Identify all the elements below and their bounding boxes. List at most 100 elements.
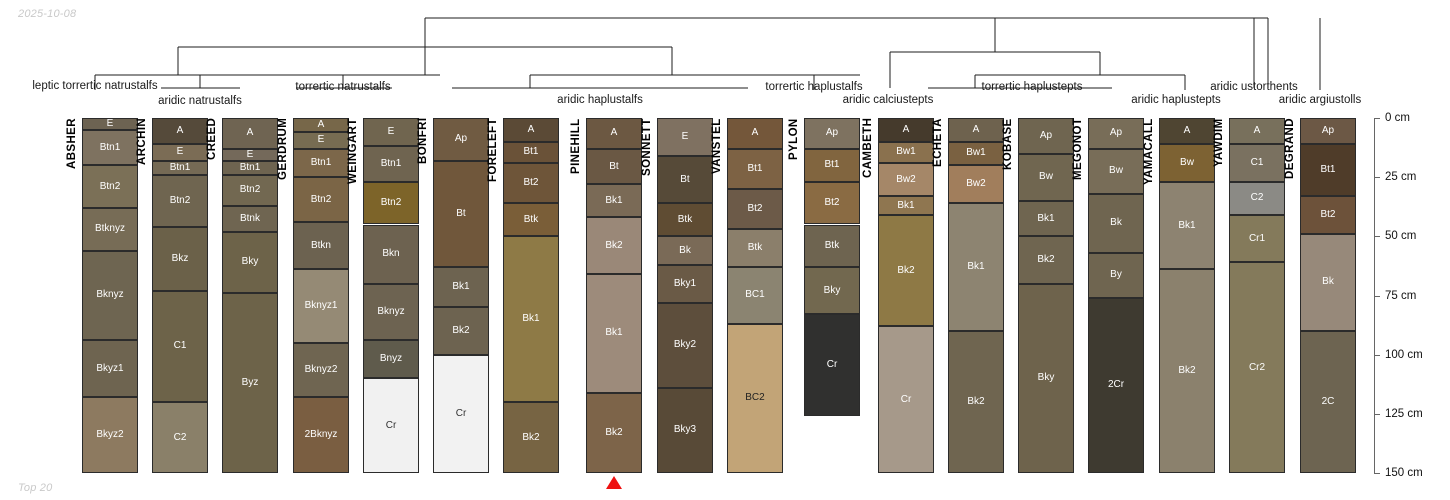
horizon-block[interactable]: Btn2	[293, 177, 349, 223]
horizon-block[interactable]: Btn1	[363, 146, 419, 182]
horizon-block[interactable]: Btk	[804, 224, 860, 268]
horizon-block[interactable]: Bt	[657, 155, 713, 204]
horizon-block[interactable]: Cr2	[1229, 262, 1285, 473]
horizon-block[interactable]: Bw1	[878, 141, 934, 163]
horizon-block[interactable]: Bk1	[1018, 200, 1074, 237]
horizon-block[interactable]: Bt1	[804, 148, 860, 182]
horizon-block[interactable]: Bknyz1	[293, 269, 349, 343]
horizon-block[interactable]: Bk2	[948, 331, 1004, 473]
horizon-block[interactable]: Bk	[1300, 233, 1356, 331]
horizon-block[interactable]: Bk2	[586, 392, 642, 473]
horizon-block[interactable]: Bk1	[1159, 181, 1215, 270]
horizon-block[interactable]: Btk	[657, 203, 713, 237]
horizon-block[interactable]: Bkyz1	[82, 340, 138, 398]
horizon-block[interactable]: By	[1088, 252, 1144, 298]
horizon-block[interactable]: 2C	[1300, 331, 1356, 473]
horizon-block[interactable]: Bk2	[433, 307, 489, 355]
horizon-block[interactable]: Btk	[503, 203, 559, 237]
horizon-block[interactable]: A	[1229, 118, 1285, 145]
horizon-block[interactable]: Bk1	[586, 184, 642, 218]
horizon-block[interactable]: C2	[1229, 181, 1285, 216]
horizon-block[interactable]: Cr	[878, 326, 934, 473]
horizon-block[interactable]: Bt1	[1300, 144, 1356, 197]
horizon-block[interactable]: Btn1	[152, 160, 208, 175]
horizon-block[interactable]: A	[293, 118, 349, 133]
horizon-block[interactable]: BC1	[727, 267, 783, 324]
horizon-block[interactable]: Bt2	[804, 181, 860, 225]
horizon-block[interactable]: Bnyz	[363, 340, 419, 379]
horizon-block[interactable]: C2	[152, 402, 208, 473]
horizon-block[interactable]: Btn1	[293, 148, 349, 178]
horizon-block[interactable]: Btn1	[82, 129, 138, 166]
horizon-block[interactable]: Bk	[1088, 193, 1144, 253]
horizon-block[interactable]: Bt2	[503, 162, 559, 204]
horizon-block[interactable]: Ap	[433, 118, 489, 161]
horizon-block[interactable]: Bk2	[878, 215, 934, 327]
horizon-block[interactable]: Bk1	[878, 196, 934, 216]
horizon-block[interactable]: Bky2	[657, 302, 713, 388]
horizon-block[interactable]: Btn2	[82, 165, 138, 208]
horizon-block[interactable]: Bknyz	[82, 250, 138, 341]
horizon-block[interactable]: Bt2	[727, 189, 783, 230]
horizon-block[interactable]: A	[152, 118, 208, 145]
horizon-block[interactable]: Bky	[1018, 283, 1074, 473]
horizon-block[interactable]: Bw	[1159, 144, 1215, 182]
horizon-block[interactable]: Bky	[222, 231, 278, 294]
horizon-block[interactable]: Bw	[1088, 148, 1144, 194]
horizon-block[interactable]: Btn2	[222, 174, 278, 206]
horizon-block[interactable]: BC2	[727, 323, 783, 473]
horizon-block[interactable]: Bt1	[727, 148, 783, 189]
horizon-block[interactable]: E	[222, 148, 278, 161]
horizon-block[interactable]: Bky3	[657, 387, 713, 473]
horizon-block[interactable]: Bkyz2	[82, 397, 138, 473]
horizon-block[interactable]: 2Cr	[1088, 297, 1144, 473]
horizon-block[interactable]: A	[222, 118, 278, 149]
horizon-block[interactable]: E	[657, 118, 713, 156]
horizon-block[interactable]: Bk	[657, 236, 713, 265]
horizon-block[interactable]: Cr1	[1229, 215, 1285, 263]
horizon-block[interactable]: Bw	[1018, 153, 1074, 201]
horizon-block[interactable]: Bk1	[433, 267, 489, 308]
horizon-block[interactable]: Cr	[433, 354, 489, 473]
horizon-block[interactable]: Bw1	[948, 141, 1004, 166]
horizon-block[interactable]: 2Bknyz	[293, 397, 349, 473]
horizon-block[interactable]: A	[503, 118, 559, 142]
horizon-block[interactable]: Bkn	[363, 224, 419, 284]
horizon-block[interactable]: Bk1	[503, 236, 559, 402]
horizon-block[interactable]: A	[878, 118, 934, 142]
horizon-block[interactable]: Bt1	[503, 141, 559, 163]
horizon-block[interactable]: Ap	[1300, 118, 1356, 145]
horizon-block[interactable]: A	[727, 118, 783, 149]
horizon-block[interactable]: Bk2	[503, 402, 559, 473]
horizon-block[interactable]: Bt	[586, 148, 642, 185]
horizon-block[interactable]: Btn2	[152, 174, 208, 227]
horizon-block[interactable]: A	[1159, 118, 1215, 145]
horizon-block[interactable]: Ap	[1088, 118, 1144, 149]
horizon-block[interactable]: Bk1	[586, 274, 642, 393]
horizon-block[interactable]: Btknyz	[82, 207, 138, 251]
horizon-block[interactable]: E	[293, 132, 349, 149]
horizon-block[interactable]: Bknyz	[363, 283, 419, 341]
horizon-block[interactable]: Ap	[804, 118, 860, 149]
horizon-block[interactable]: Bky	[804, 267, 860, 315]
horizon-block[interactable]: Bk2	[586, 217, 642, 275]
horizon-block[interactable]: Btn2	[363, 181, 419, 225]
horizon-block[interactable]: E	[82, 118, 138, 130]
horizon-block[interactable]: Ap	[1018, 118, 1074, 154]
horizon-block[interactable]: Btn1	[222, 160, 278, 175]
horizon-block[interactable]: E	[363, 118, 419, 147]
horizon-block[interactable]: Bk1	[948, 203, 1004, 331]
horizon-block[interactable]: Bw2	[878, 162, 934, 197]
horizon-block[interactable]: C1	[152, 290, 208, 402]
horizon-block[interactable]: Byz	[222, 293, 278, 473]
horizon-block[interactable]: Btk	[727, 229, 783, 268]
horizon-block[interactable]: Bt2	[1300, 196, 1356, 234]
horizon-block[interactable]: Bknyz2	[293, 342, 349, 398]
horizon-block[interactable]: Bkz	[152, 226, 208, 291]
horizon-block[interactable]: A	[948, 118, 1004, 142]
horizon-block[interactable]: C1	[1229, 144, 1285, 182]
horizon-block[interactable]: Bw2	[948, 165, 1004, 204]
horizon-block[interactable]: Bk2	[1159, 269, 1215, 473]
horizon-block[interactable]: Bk2	[1018, 236, 1074, 284]
horizon-block[interactable]: E	[152, 144, 208, 161]
